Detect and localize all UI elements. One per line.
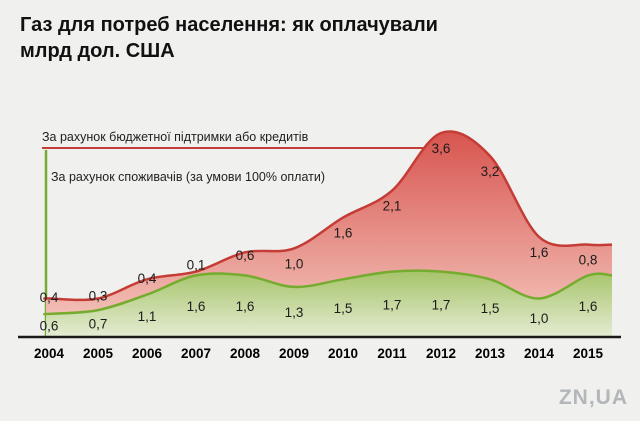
data-label-consumers: 1,7 — [383, 297, 402, 312]
watermark: ZN,UA — [559, 386, 628, 409]
legend-label-consumers: За рахунок споживачів (за умови 100% опл… — [51, 170, 325, 184]
data-label-consumers: 1,3 — [285, 305, 304, 320]
data-label-consumers: 1,0 — [530, 311, 549, 326]
data-label-consumers: 0,6 — [40, 318, 59, 333]
chart-labels: 0,4 0,6 2004 0,3 0,7 2005 0,4 1,1 2006 0,1 1,6 2007… — [34, 141, 604, 361]
data-label-consumers: 1,5 — [334, 301, 353, 316]
data-label-consumers: 1,7 — [432, 297, 451, 312]
data-label-budget: 2,1 — [383, 199, 402, 214]
data-label-budget: 1,6 — [530, 245, 549, 260]
x-axis-label: 2015 — [573, 346, 604, 361]
area-consumers — [44, 270, 613, 337]
x-axis-label: 2006 — [132, 346, 163, 361]
data-label-budget: 0,4 — [138, 271, 157, 286]
x-axis-label: 2012 — [426, 346, 456, 361]
legend-label-budget: За рахунок бюджетної підтримки або креди… — [42, 130, 309, 144]
title-line-2: млрд дол. США — [20, 40, 175, 62]
x-axis-label: 2011 — [377, 346, 407, 361]
x-axis-label: 2004 — [34, 346, 65, 361]
data-label-budget: 0,3 — [89, 288, 108, 303]
area-budget — [44, 131, 613, 315]
data-label-budget: 0,6 — [236, 248, 255, 263]
data-label-budget: 3,2 — [481, 164, 500, 179]
x-axis-label: 2013 — [475, 346, 506, 361]
x-axis-label: 2005 — [83, 346, 114, 361]
data-label-consumers: 1,6 — [236, 299, 255, 314]
area-consumers-edge — [43, 269, 613, 316]
data-label-consumers: 1,6 — [187, 299, 206, 314]
x-axis-label: 2010 — [328, 346, 358, 361]
x-axis-label: 2008 — [230, 346, 261, 361]
data-label-consumers: 1,5 — [481, 301, 500, 316]
title-line-1: Газ для потреб населення: як оплачували — [20, 14, 438, 36]
data-label-budget: 0,4 — [40, 290, 59, 305]
x-axis-label: 2007 — [181, 346, 211, 361]
data-label-budget: 0,1 — [187, 258, 206, 273]
data-label-consumers: 0,7 — [89, 317, 108, 332]
data-label-consumers: 1,6 — [579, 299, 598, 314]
x-axis-label: 2014 — [524, 346, 555, 361]
data-label-budget: 3,6 — [432, 141, 451, 156]
data-label-budget: 0,8 — [579, 253, 598, 268]
x-axis-label: 2009 — [279, 346, 309, 361]
data-label-budget: 1,0 — [285, 256, 304, 271]
area-budget-edge — [43, 130, 613, 302]
data-label-budget: 1,6 — [334, 226, 353, 241]
data-label-consumers: 1,1 — [138, 309, 157, 324]
page-title: Газ для потреб населення: як оплачували … — [20, 12, 438, 64]
chart-areas — [43, 130, 613, 337]
